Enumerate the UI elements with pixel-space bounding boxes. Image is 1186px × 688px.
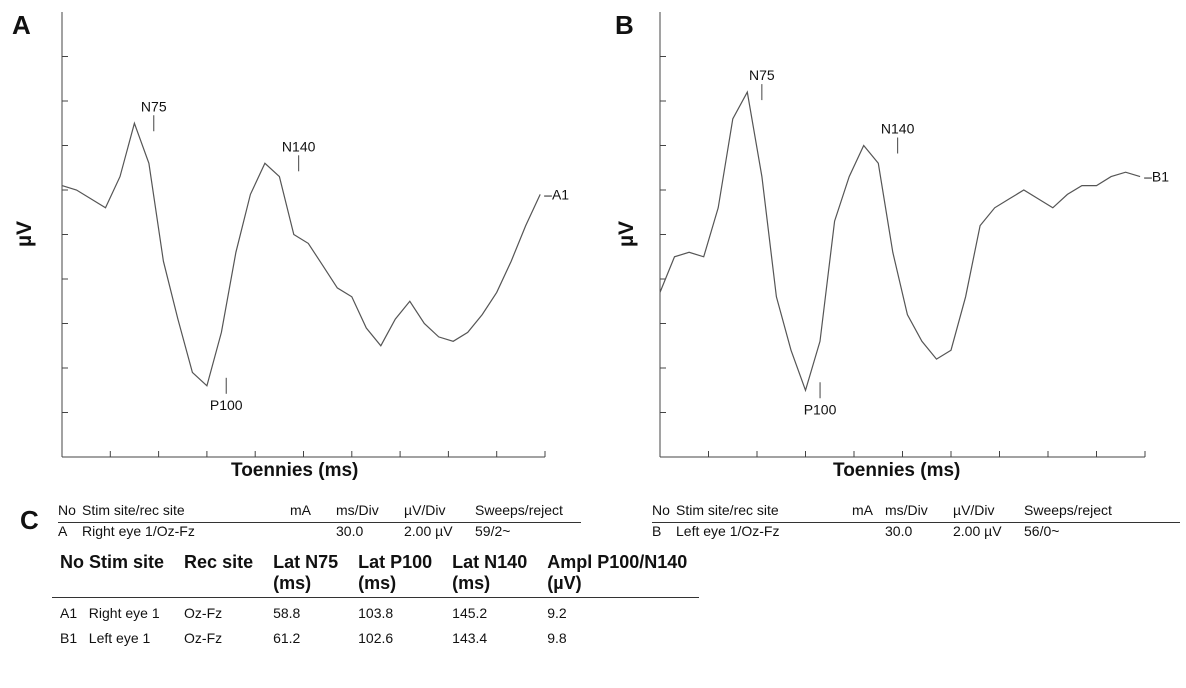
peak-label-n140: N140 bbox=[282, 138, 316, 154]
peak-label-n75: N75 bbox=[141, 98, 167, 114]
setup-cell-uvdiv: 2.00 µV bbox=[953, 523, 1002, 539]
setup-header-site: Stim site/rec site bbox=[676, 502, 779, 518]
summary-header-no-stim: No Stim site bbox=[60, 552, 165, 572]
peak-label-n75: N75 bbox=[749, 67, 775, 83]
summary-cell-no-stim: B1 Left eye 1 bbox=[60, 630, 151, 646]
vep-chart-b: –B1 N75 P100 N140 bbox=[659, 12, 1169, 458]
summary-cell-lat-n140: 143.4 bbox=[452, 630, 488, 646]
trace-label: –A1 bbox=[544, 186, 569, 202]
setup-header-uvdiv: µV/Div bbox=[404, 502, 446, 518]
setup-data-row: B Left eye 1/Oz-Fz 30.0 2.00 µV 56/0~ bbox=[652, 523, 1180, 543]
summary-cell-rec-site: Oz-Fz bbox=[184, 605, 223, 621]
y-axis-label-a: µV bbox=[13, 220, 37, 248]
trace-label: –B1 bbox=[1144, 169, 1169, 185]
setup-cell-no: B bbox=[652, 523, 662, 539]
setup-header-sweeps: Sweeps/reject bbox=[1024, 502, 1112, 518]
setup-header-site: Stim site/rec site bbox=[82, 502, 185, 518]
setup-header-ma: mA bbox=[852, 502, 873, 518]
setup-header-msdiv: ms/Div bbox=[885, 502, 928, 518]
x-axis-label-a: Toennies (ms) bbox=[231, 460, 359, 481]
summary-header-ampl: Ampl P100/N140 (µV) bbox=[547, 552, 688, 593]
setup-cell-no: A bbox=[58, 523, 68, 539]
setup-header-sweeps: Sweeps/reject bbox=[475, 502, 563, 518]
series-line-B1 bbox=[659, 90, 1141, 393]
setup-cell-sweeps: 56/0~ bbox=[1024, 523, 1060, 539]
peak-label-p100: P100 bbox=[804, 401, 837, 417]
panel-letter-a: A bbox=[12, 10, 31, 40]
setup-cell-msdiv: 30.0 bbox=[336, 523, 364, 539]
setup-header-row: No Stim site/rec site mA ms/Div µV/Div S… bbox=[652, 502, 1180, 523]
setup-cell-site: Left eye 1/Oz-Fz bbox=[676, 523, 780, 539]
setup-cell-msdiv: 30.0 bbox=[885, 523, 913, 539]
setup-cell-sweeps: 59/2~ bbox=[475, 523, 511, 539]
setup-table-b: No Stim site/rec site mA ms/Div µV/Div S… bbox=[652, 502, 1180, 543]
summary-header-row: No Stim site Rec site Lat N75 (ms) Lat P1… bbox=[52, 550, 700, 598]
setup-header-ma: mA bbox=[290, 502, 311, 518]
summary-cell-no-stim: A1 Right eye 1 bbox=[60, 605, 160, 621]
summary-cell-lat-p100: 102.6 bbox=[358, 630, 394, 646]
summary-cell-ampl: 9.2 bbox=[547, 605, 567, 621]
summary-header-lat-p100: Lat P100 (ms) bbox=[358, 552, 433, 593]
setup-header-msdiv: ms/Div bbox=[336, 502, 379, 518]
peak-label-p100: P100 bbox=[210, 397, 243, 413]
series-line-A1 bbox=[61, 121, 541, 387]
summary-cell-lat-n140: 145.2 bbox=[452, 605, 488, 621]
summary-cell-lat-n75: 61.2 bbox=[273, 630, 301, 646]
summary-header-rec-site: Rec site bbox=[184, 552, 254, 572]
setup-data-row: A Right eye 1/Oz-Fz 30.0 2.00 µV 59/2~ bbox=[58, 523, 581, 543]
setup-header-row: No Stim site/rec site mA ms/Div µV/Div S… bbox=[58, 502, 581, 523]
setup-header-uvdiv: µV/Div bbox=[953, 502, 995, 518]
summary-header-lat-n140: Lat N140 (ms) bbox=[452, 552, 528, 593]
setup-cell-site: Right eye 1/Oz-Fz bbox=[82, 523, 195, 539]
panel-letter-c: C bbox=[20, 505, 39, 535]
setup-header-no: No bbox=[652, 502, 670, 518]
panel-letter-b: B bbox=[615, 10, 634, 40]
summary-cell-lat-p100: 103.8 bbox=[358, 605, 394, 621]
table-row: B1 Left eye 1 Oz-Fz 61.2 102.6 143.4 9.8 bbox=[52, 623, 699, 648]
table-row: A1 Right eye 1 Oz-Fz 58.8 103.8 145.2 9.… bbox=[52, 598, 699, 624]
peak-label-n140: N140 bbox=[881, 121, 915, 137]
x-axis-label-b: Toennies (ms) bbox=[833, 460, 961, 481]
setup-header-no: No bbox=[58, 502, 76, 518]
summary-header-lat-n75: Lat N75 (ms) bbox=[273, 552, 339, 593]
summary-cell-rec-site: Oz-Fz bbox=[184, 630, 223, 646]
setup-cell-uvdiv: 2.00 µV bbox=[404, 523, 453, 539]
vep-chart-a: –A1 N75 P100 N140 bbox=[61, 12, 569, 458]
summary-cell-ampl: 9.8 bbox=[547, 630, 567, 646]
y-axis-label-b: µV bbox=[615, 220, 639, 248]
summary-table: No Stim site Rec site Lat N75 (ms) Lat P1… bbox=[52, 550, 700, 648]
summary-cell-lat-n75: 58.8 bbox=[273, 605, 301, 621]
setup-table-a: No Stim site/rec site mA ms/Div µV/Div S… bbox=[58, 502, 581, 543]
